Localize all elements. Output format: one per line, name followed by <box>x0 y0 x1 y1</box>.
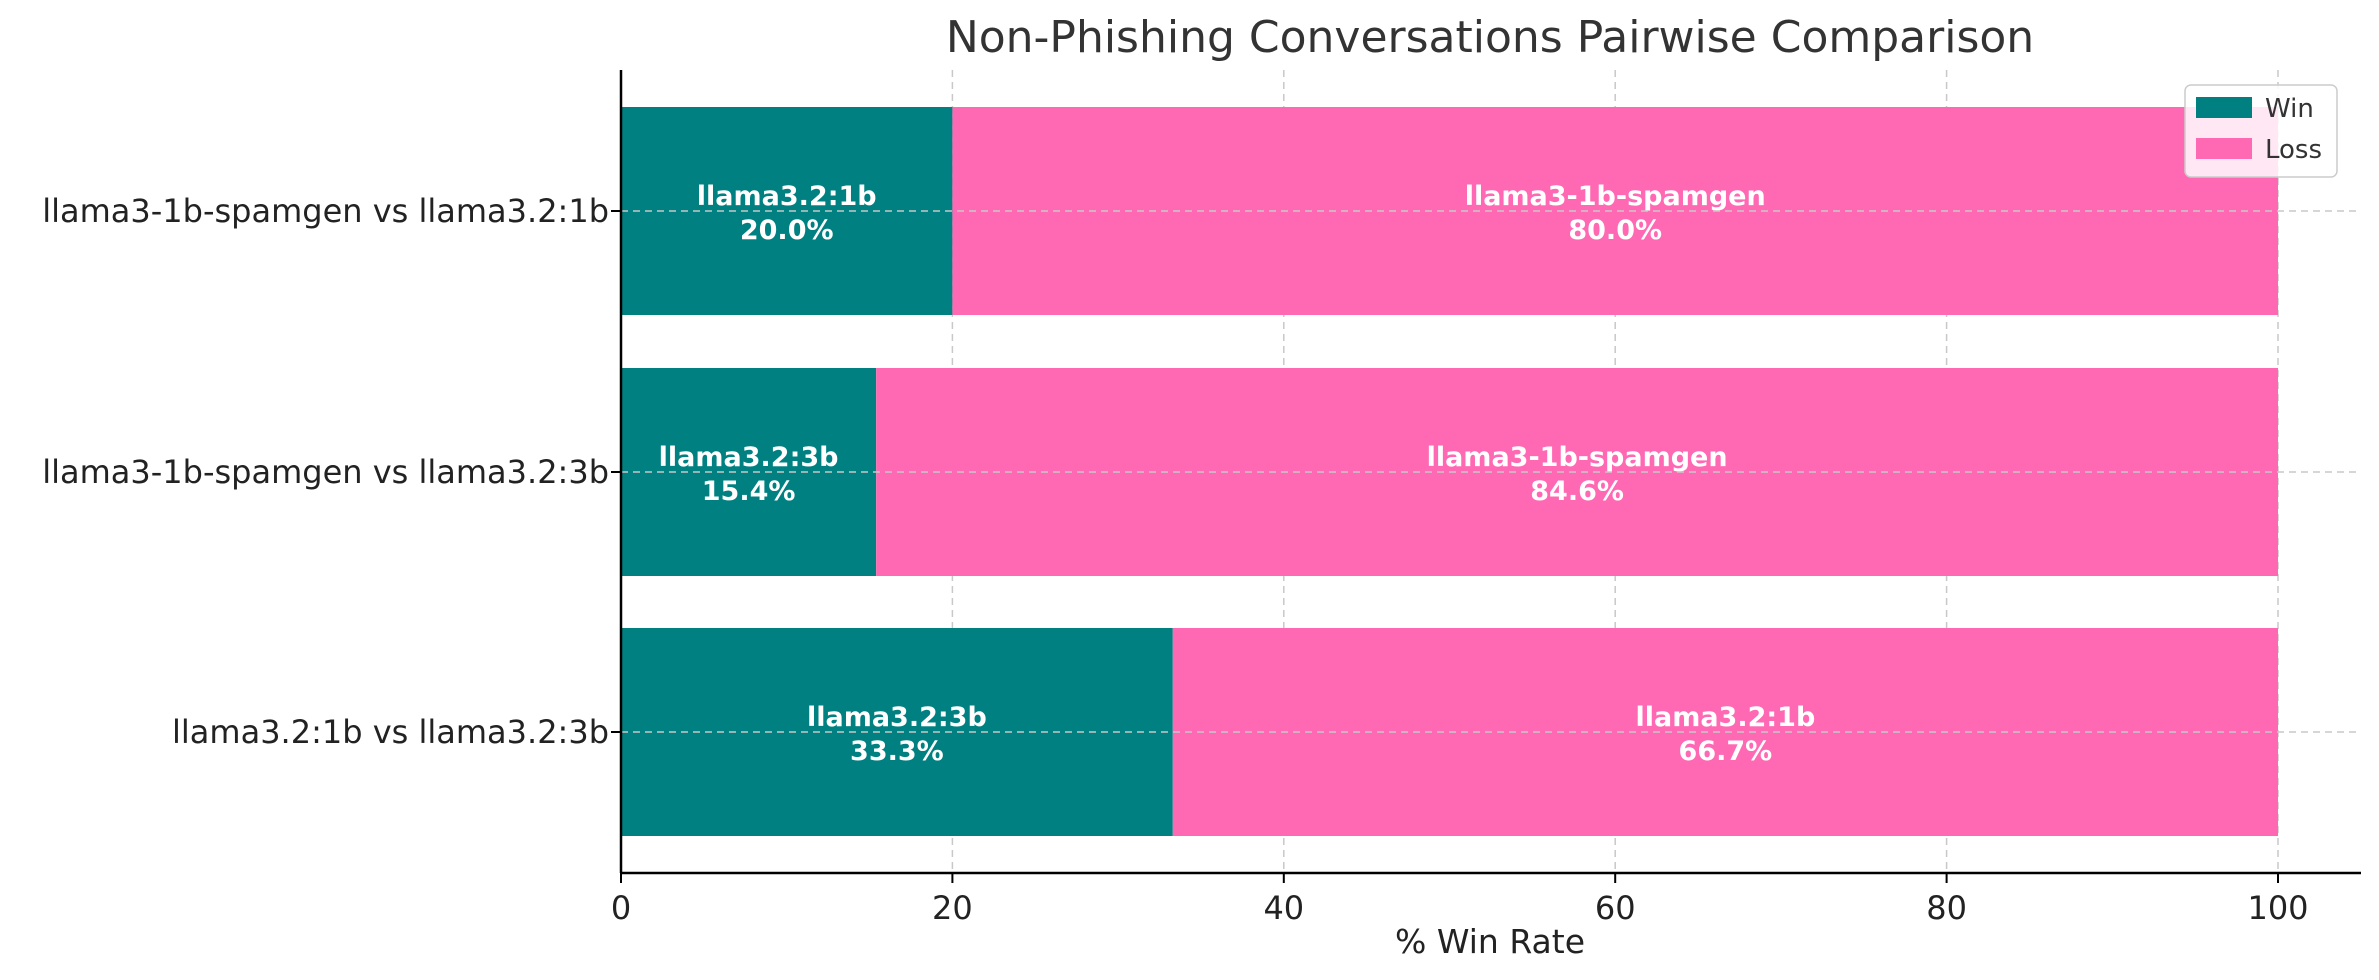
bar-label-name: llama3-1b-spamgen <box>1465 181 1766 212</box>
bars: llama3.2:1b20.0%llama3-1b-spamgen80.0%ll… <box>621 107 2361 836</box>
legend-swatch-win <box>2196 97 2252 118</box>
bar-label-value: 33.3% <box>850 736 944 767</box>
x-tick-label: 0 <box>611 889 631 927</box>
bar-label-name: llama3-1b-spamgen <box>1427 442 1728 473</box>
bar-label-value: 15.4% <box>702 476 796 507</box>
x-tick-label: 20 <box>932 889 973 927</box>
bar-label-name: llama3.2:1b <box>697 181 877 212</box>
bar-loss-2 <box>876 368 2278 576</box>
y-tick-label: llama3.2:1b vs llama3.2:3b <box>172 713 609 751</box>
x-tick-label: 60 <box>1595 889 1636 927</box>
bar-label-name: llama3.2:3b <box>659 442 839 473</box>
bar-label-value: 66.7% <box>1679 736 1773 767</box>
x-axis-label: % Win Rate <box>1395 922 1585 961</box>
y-tick-label: llama3-1b-spamgen vs llama3.2:1b <box>42 192 609 230</box>
legend-label: Loss <box>2265 135 2322 165</box>
bar-label-name: llama3.2:3b <box>807 702 987 733</box>
axes: 0 20 40 60 80 100 llama3-1b-spamgen vs llama3.… <box>42 70 2361 927</box>
bar-label-name: llama3.2:1b <box>1635 702 1815 733</box>
bar-label-value: 20.0% <box>740 215 834 246</box>
chart-title: Non-Phishing Conversations Pairwise Comp… <box>946 12 2034 63</box>
legend-label: Win <box>2265 94 2314 124</box>
x-tick-label: 100 <box>2247 889 2308 927</box>
x-tick-label: 40 <box>1263 889 1304 927</box>
bar-label-value: 84.6% <box>1530 476 1624 507</box>
legend-swatch-loss <box>2196 138 2252 159</box>
legend: Win Loss <box>2184 84 2338 178</box>
x-tick-label: 80 <box>1926 889 1967 927</box>
y-tick-label: llama3-1b-spamgen vs llama3.2:3b <box>42 453 609 491</box>
bar-label-value: 80.0% <box>1568 215 1662 246</box>
